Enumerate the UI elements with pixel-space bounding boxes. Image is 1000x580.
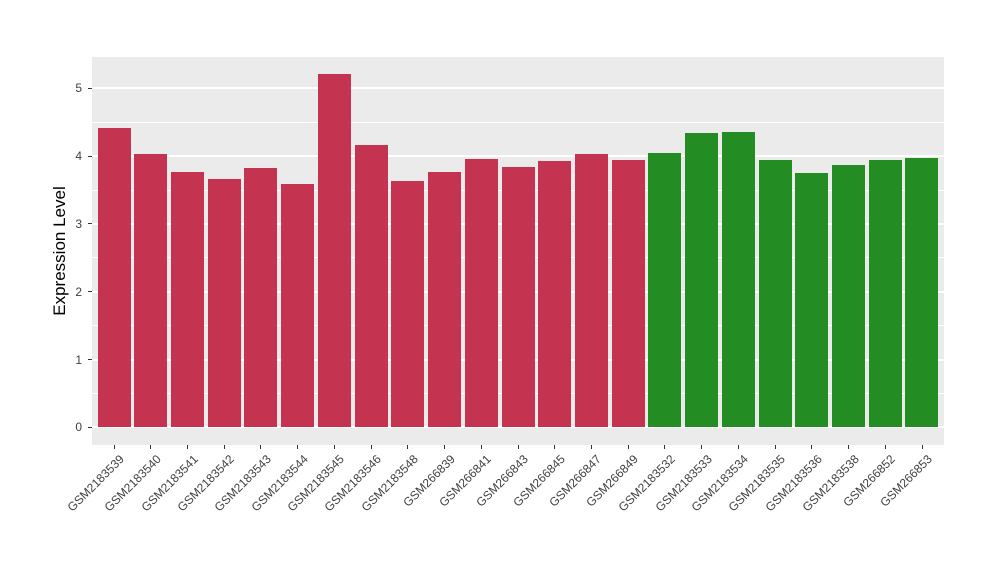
y-tick-label: 4 [75,149,82,163]
x-axis-tick [737,445,739,449]
x-axis-tick [260,445,262,449]
gridline-major [92,426,944,429]
bar [832,164,866,428]
x-axis-tick [333,445,335,449]
bar [721,131,755,428]
y-axis-tick [88,291,92,293]
y-axis-tick [88,87,92,89]
bar [648,152,682,428]
bar [795,173,829,428]
bar [611,160,645,428]
x-axis-tick [370,445,372,449]
bar [97,127,131,428]
x-axis-tick [554,445,556,449]
x-axis-tick [921,445,923,449]
x-axis-tick [517,445,519,449]
bar [868,160,902,428]
bar [281,183,315,428]
x-axis-tick [113,445,115,449]
bar [464,158,498,428]
x-axis-tick [774,445,776,449]
bar [758,160,792,428]
y-axis-tick [88,155,92,157]
y-axis-tick [88,359,92,360]
x-axis-tick [150,445,152,449]
x-axis-tick [627,445,629,449]
bar [134,154,168,428]
y-axis-tick [88,223,92,225]
x-axis-tick [407,445,409,449]
bar [171,171,205,428]
bar [905,158,939,428]
bar [244,167,278,428]
x-axis-tick [223,445,225,449]
bar [391,180,425,428]
x-axis-tick [811,445,813,449]
bar [574,154,608,428]
x-axis-tick [444,445,446,449]
bar [207,179,241,428]
bar [317,74,351,428]
x-axis-tick [297,445,299,449]
bar [538,160,572,428]
x-axis-tick [701,445,703,449]
y-tick-label: 2 [75,284,82,299]
y-tick-label: 0 [75,420,82,435]
y-tick-label: 1 [75,352,82,367]
x-axis-tick [848,445,849,449]
x-axis-tick [480,445,482,449]
x-axis-tick [187,445,188,449]
bar [685,133,719,428]
gridline-major [92,87,944,90]
y-axis-title: Expression Level [50,186,69,316]
gridline-major [92,155,944,157]
y-axis-tick [88,426,92,428]
bar [354,144,388,428]
bar [428,171,462,428]
gridline-minor [92,121,944,123]
bar [501,166,535,428]
x-axis-tick [590,445,592,449]
y-tick-label: 5 [75,81,82,96]
x-axis-tick [884,445,886,449]
y-tick-label: 3 [75,216,82,231]
x-axis-tick [664,445,666,449]
